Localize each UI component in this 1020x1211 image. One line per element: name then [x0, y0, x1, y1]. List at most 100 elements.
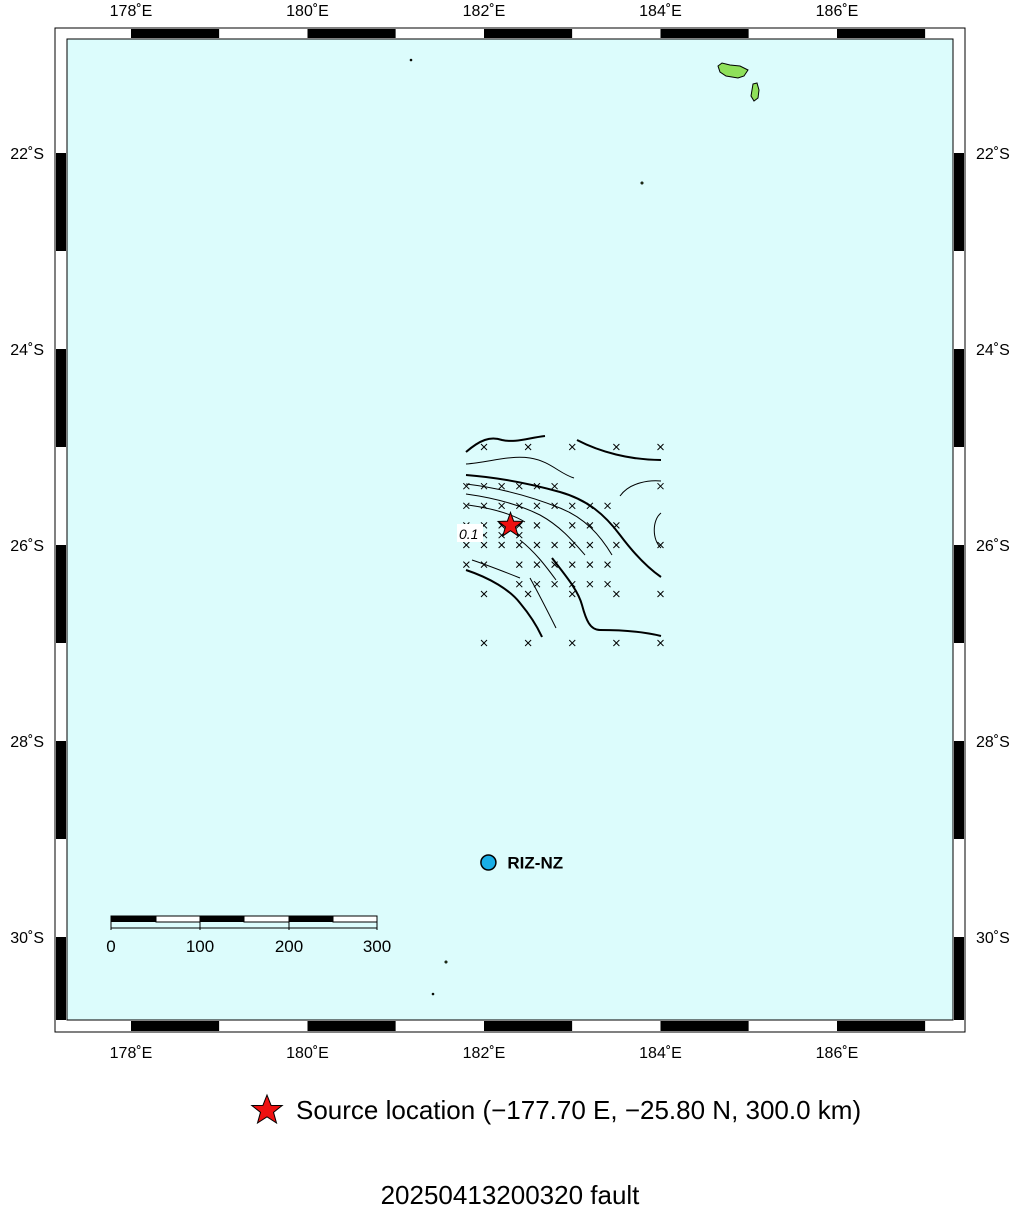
scale-label-300: 300 [363, 937, 391, 956]
frame-seg-bottom [219, 1021, 308, 1031]
grid-point-marker [480, 443, 488, 451]
grid-point-marker [568, 502, 576, 510]
grid-point-marker [586, 522, 594, 529]
contour-thin [619, 480, 662, 497]
frame-seg-left [56, 937, 66, 1020]
grid-point-marker [657, 639, 664, 647]
x-tick-label-bottom: 184˚E [639, 1045, 682, 1062]
frame-seg-top [572, 29, 661, 38]
grid-point-marker [515, 541, 523, 549]
frame-seg-top [219, 29, 308, 38]
grid-point-marker [586, 580, 594, 588]
islet [431, 992, 435, 996]
frame-seg-left [56, 349, 66, 447]
contour-thin [653, 512, 662, 549]
contour-label: 0.1 [459, 526, 478, 542]
grid-point-marker [657, 482, 664, 490]
grid-point-marker [480, 541, 488, 549]
x-tick-label-top: 184˚E [639, 3, 682, 20]
grid-point-marker [604, 561, 611, 568]
grid-points [462, 443, 664, 647]
legend: Source location (−177.70 E, −25.80 N, 30… [250, 1090, 861, 1130]
frame-seg-left [56, 839, 66, 937]
grid-point-marker [568, 580, 576, 588]
contour-thick [465, 569, 543, 638]
grid-point-marker [524, 443, 532, 451]
frame-seg-bottom [131, 1021, 220, 1031]
scale-label-0: 0 [106, 937, 115, 956]
frame-seg-right [954, 251, 964, 349]
frame-seg-bottom [837, 1021, 926, 1031]
y-tick-label-left: 22˚S [10, 146, 44, 163]
grid-point-marker [515, 561, 523, 568]
y-tick-label-left: 30˚S [10, 930, 44, 947]
island-tongatapu [717, 62, 749, 79]
grid-point-marker [533, 522, 541, 529]
frame-seg-top [131, 29, 220, 38]
scale-bar: 0 100 200 300 [106, 915, 391, 956]
frame-seg-bottom [748, 1021, 837, 1031]
grid-point-marker [533, 561, 541, 568]
frame-seg-left [56, 153, 66, 251]
frame-seg-right [954, 349, 964, 447]
station-marker [480, 854, 497, 871]
grid-point-marker [515, 502, 523, 510]
contour-thin [467, 504, 526, 523]
grid-point-marker [586, 561, 594, 568]
grid-point-marker [568, 522, 576, 529]
grid-point-marker [568, 561, 576, 568]
grid-point-marker [604, 502, 611, 510]
frame-seg-left [56, 643, 66, 741]
frame-seg-right [954, 643, 964, 741]
grid-point-marker [480, 482, 488, 490]
grid-point-marker [533, 502, 541, 510]
grid-point-marker [586, 541, 594, 549]
frame-segments [56, 29, 964, 1031]
x-tick-label-bottom: 180˚E [286, 1045, 329, 1062]
grid-point-marker [613, 541, 620, 549]
frame-seg-left [56, 251, 66, 349]
frame-seg-bottom [484, 1021, 573, 1031]
scale-seg-5 [289, 916, 333, 922]
grid-point-marker [613, 639, 620, 647]
x-tick-label-top: 180˚E [286, 3, 329, 20]
scale-seg-2 [155, 915, 201, 923]
grid-point-marker [568, 541, 576, 549]
frame-seg-top [660, 29, 749, 38]
axis-tick-labels: 178˚E 178˚E 180˚E 180˚E 182˚E 182˚E 184˚E 184˚E… [10, 3, 1010, 1062]
frame-seg-bottom [660, 1021, 749, 1031]
legend-star-icon [250, 1093, 284, 1125]
scale-label-100: 100 [186, 937, 214, 956]
y-tick-label-right: 22˚S [976, 146, 1010, 163]
grid-point-marker [657, 590, 664, 598]
island-eua [750, 82, 760, 102]
grid-point-marker [515, 482, 523, 490]
y-tick-label-right: 24˚S [976, 342, 1010, 359]
grid-point-marker [498, 482, 506, 490]
grid-point-marker [551, 580, 558, 588]
x-tick-label-bottom: 178˚E [110, 1045, 153, 1062]
frame-seg-right [954, 55, 964, 153]
frame-seg-right [954, 839, 964, 937]
y-tick-label-right: 26˚S [976, 538, 1010, 555]
grid-point-marker [568, 639, 576, 647]
frame-seg-right [954, 741, 964, 839]
grid-point-marker [586, 502, 594, 510]
grid-point-marker [657, 443, 664, 451]
frame-seg-top [67, 29, 131, 38]
frame-seg-bottom [572, 1021, 661, 1031]
grid-point-marker [568, 590, 576, 598]
y-tick-label-right: 28˚S [976, 734, 1010, 751]
y-tick-label-left: 26˚S [10, 538, 44, 555]
frame-seg-left [56, 741, 66, 839]
x-tick-label-top: 186˚E [816, 3, 859, 20]
contour-thin [471, 559, 521, 579]
grid-point-marker [480, 590, 488, 598]
frame-seg-bottom [925, 1021, 953, 1031]
islet [640, 181, 644, 185]
contour-thin [465, 456, 575, 479]
x-tick-label-top: 182˚E [463, 3, 506, 20]
grid-point-marker [524, 590, 532, 598]
grid-point-marker [613, 522, 620, 529]
islet [409, 58, 413, 62]
